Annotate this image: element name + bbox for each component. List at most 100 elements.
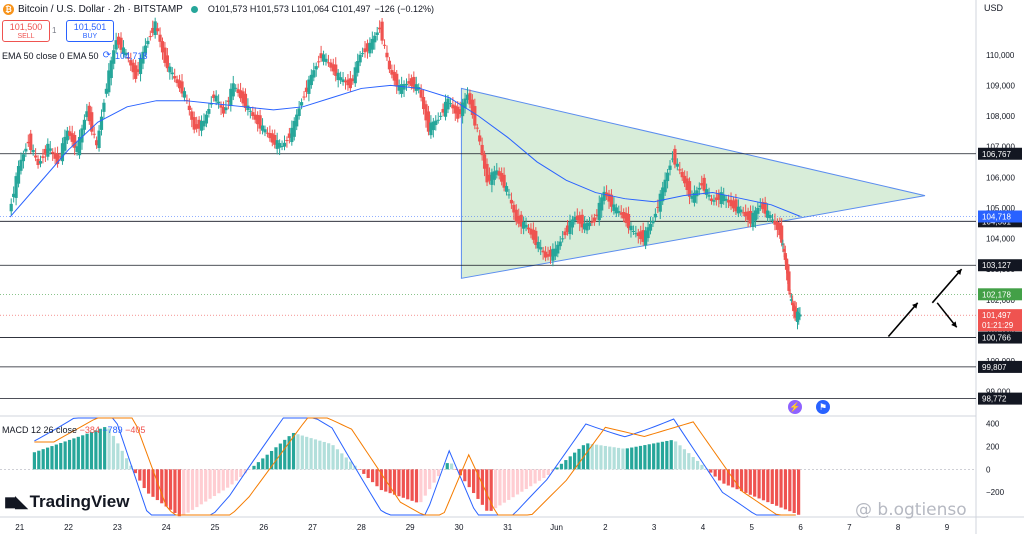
candle-body	[561, 238, 565, 240]
candle-body	[304, 87, 309, 92]
candle-body	[443, 101, 448, 117]
sell-button[interactable]: 101,500 SELL	[2, 20, 50, 42]
candle-body	[351, 78, 355, 82]
macd-histogram-bar	[72, 438, 76, 470]
candle-body	[707, 195, 711, 197]
candle-body	[573, 217, 577, 221]
candle-body	[292, 120, 296, 137]
candle-body	[600, 197, 604, 211]
macd-histogram-bar	[217, 469, 221, 494]
candle-body	[190, 111, 194, 120]
macd-legend[interactable]: MACD 12 26 close −384 −789 −405	[2, 425, 145, 435]
candle-body	[114, 40, 118, 50]
candle-body	[92, 133, 96, 135]
macd-histogram-bar	[370, 469, 375, 483]
macd-histogram-bar	[643, 445, 647, 470]
candle-body	[641, 230, 645, 242]
macd-histogram-bar	[151, 469, 155, 497]
symbol-title[interactable]: Bitcoin / U.S. Dollar · 2h · BITSTAMP	[18, 3, 183, 15]
candle-body	[356, 61, 360, 73]
candle-body	[614, 207, 618, 214]
candle-body	[290, 127, 294, 143]
candle-body	[719, 192, 723, 205]
candle-body	[280, 145, 284, 147]
candle-body	[336, 72, 340, 81]
candle-body	[497, 171, 501, 176]
chart-header: ₿ Bitcoin / U.S. Dollar · 2h · BITSTAMP …	[0, 0, 434, 18]
candle-body	[587, 222, 592, 227]
macd-histogram-bar	[669, 440, 673, 470]
candle-body	[224, 107, 228, 111]
candle-body	[634, 233, 638, 235]
macd-histogram-bar	[327, 443, 331, 470]
candle-body	[238, 90, 243, 99]
candle-body	[212, 94, 216, 99]
refresh-icon[interactable]: ⟳	[102, 50, 111, 61]
macd-histogram-bar	[436, 469, 441, 477]
macd-histogram-bar	[199, 469, 203, 505]
x-tick-label: 2	[603, 523, 608, 532]
macd-histogram-bar	[243, 469, 247, 474]
x-tick-label: 26	[259, 523, 268, 532]
candle-body	[199, 120, 204, 131]
candle-body	[148, 36, 152, 38]
macd-histogram-bar	[32, 452, 36, 470]
candle-body	[480, 144, 484, 156]
candle-body	[717, 193, 721, 200]
candle-body	[639, 231, 643, 240]
candle-body	[263, 129, 267, 133]
macd-histogram-bar	[573, 452, 577, 470]
candle-body	[789, 299, 794, 301]
candle-body	[726, 200, 731, 203]
candle-body	[421, 97, 426, 110]
macd-histogram-bar	[652, 443, 656, 470]
candle-body	[409, 78, 413, 86]
macd-histogram-bar	[133, 469, 138, 474]
macd-histogram-bar	[577, 448, 581, 470]
macd-legend-hist: −384	[79, 425, 100, 435]
watermark: @ b.ogtienso	[855, 500, 967, 520]
candle-body	[256, 114, 260, 125]
candle-body	[768, 214, 772, 219]
macd-histogram-bar	[212, 469, 217, 497]
event-flash-icon[interactable]: ⚡	[788, 400, 802, 414]
candle-body	[204, 114, 209, 124]
macd-histogram-bar	[700, 464, 704, 470]
event-flag-icon[interactable]: ⚑	[816, 400, 830, 414]
ema-legend[interactable]: EMA 50 close 0 EMA 50 ⟳ 104,718	[2, 50, 148, 61]
candle-body	[24, 148, 28, 152]
candle-body	[341, 79, 345, 83]
candle-body	[751, 212, 755, 228]
macd-histogram-bar	[709, 469, 713, 473]
macd-histogram-bar	[511, 469, 515, 498]
macd-histogram-bar	[788, 469, 792, 512]
ema-legend-text: EMA 50 close 0 EMA 50	[2, 50, 99, 61]
x-tick-label: 3	[652, 523, 657, 532]
candle-body	[243, 93, 248, 108]
buy-button[interactable]: 101,501 BUY	[66, 20, 114, 42]
candle-body	[26, 141, 30, 144]
candle-body	[234, 87, 238, 89]
candle-body	[97, 130, 101, 149]
tradingview-logo: ◼◣ TradingView	[4, 492, 129, 512]
candle-body	[787, 271, 791, 291]
macd-histogram-bar	[362, 469, 366, 474]
candle-body	[146, 40, 150, 45]
macd-histogram-bar	[515, 469, 520, 495]
macd-histogram-bar	[647, 444, 651, 470]
macd-histogram-bar	[551, 469, 555, 472]
candle-body	[370, 38, 374, 50]
candle-body	[165, 55, 169, 69]
macd-histogram-bar	[546, 469, 550, 475]
x-tick-label: 4	[701, 523, 706, 532]
macd-histogram-bar	[155, 469, 159, 501]
macd-histogram-bar	[480, 469, 484, 505]
candle-body	[519, 214, 523, 227]
candle-body	[80, 128, 84, 143]
currency-selector[interactable]: USD	[984, 3, 1004, 13]
candle-body	[517, 215, 521, 224]
macd-histogram-bar	[182, 469, 186, 516]
candle-body	[580, 214, 584, 228]
candle-body	[592, 217, 596, 223]
